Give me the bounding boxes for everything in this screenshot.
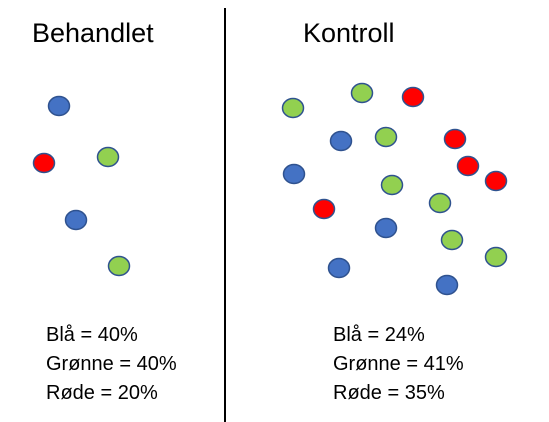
left-stat-blue: Blå = 40% — [46, 324, 138, 346]
right-dot-green — [350, 82, 374, 104]
left-dot-blue — [64, 209, 88, 231]
left-dot-group — [32, 95, 131, 277]
right-dot-green — [281, 97, 305, 119]
right-dot-blue — [435, 274, 459, 296]
right-dot-green — [484, 246, 508, 268]
right-stats: Blå = 24% Grønne = 41% Røde = 35% — [333, 321, 464, 408]
right-dot-red — [312, 198, 336, 220]
left-dot-green — [96, 146, 120, 168]
right-panel-title: Kontroll — [303, 18, 395, 48]
right-dot-blue — [282, 163, 306, 185]
right-stat-blue: Blå = 24% — [333, 324, 425, 346]
right-dot-green — [428, 192, 452, 214]
right-dot-green — [440, 229, 464, 251]
left-stat-red: Røde = 20% — [46, 382, 158, 404]
right-stat-red: Røde = 35% — [333, 382, 445, 404]
right-dot-red — [401, 86, 425, 108]
right-dot-red — [484, 170, 508, 192]
left-dot-red — [32, 152, 56, 174]
left-panel-title: Behandlet — [32, 18, 154, 48]
right-dot-group — [281, 82, 508, 296]
left-dot-blue — [47, 95, 71, 117]
right-dot-blue — [327, 257, 351, 279]
panel-divider — [224, 8, 226, 422]
left-stats: Blå = 40% Grønne = 40% Røde = 20% — [46, 321, 177, 408]
right-dot-red — [443, 128, 467, 150]
right-dot-green — [374, 126, 398, 148]
right-dot-blue — [329, 130, 353, 152]
right-dot-green — [380, 174, 404, 196]
right-dot-blue — [374, 217, 398, 239]
left-stat-green: Grønne = 40% — [46, 353, 177, 375]
right-dot-red — [456, 155, 480, 177]
right-stat-green: Grønne = 41% — [333, 353, 464, 375]
left-dot-green — [107, 255, 131, 277]
